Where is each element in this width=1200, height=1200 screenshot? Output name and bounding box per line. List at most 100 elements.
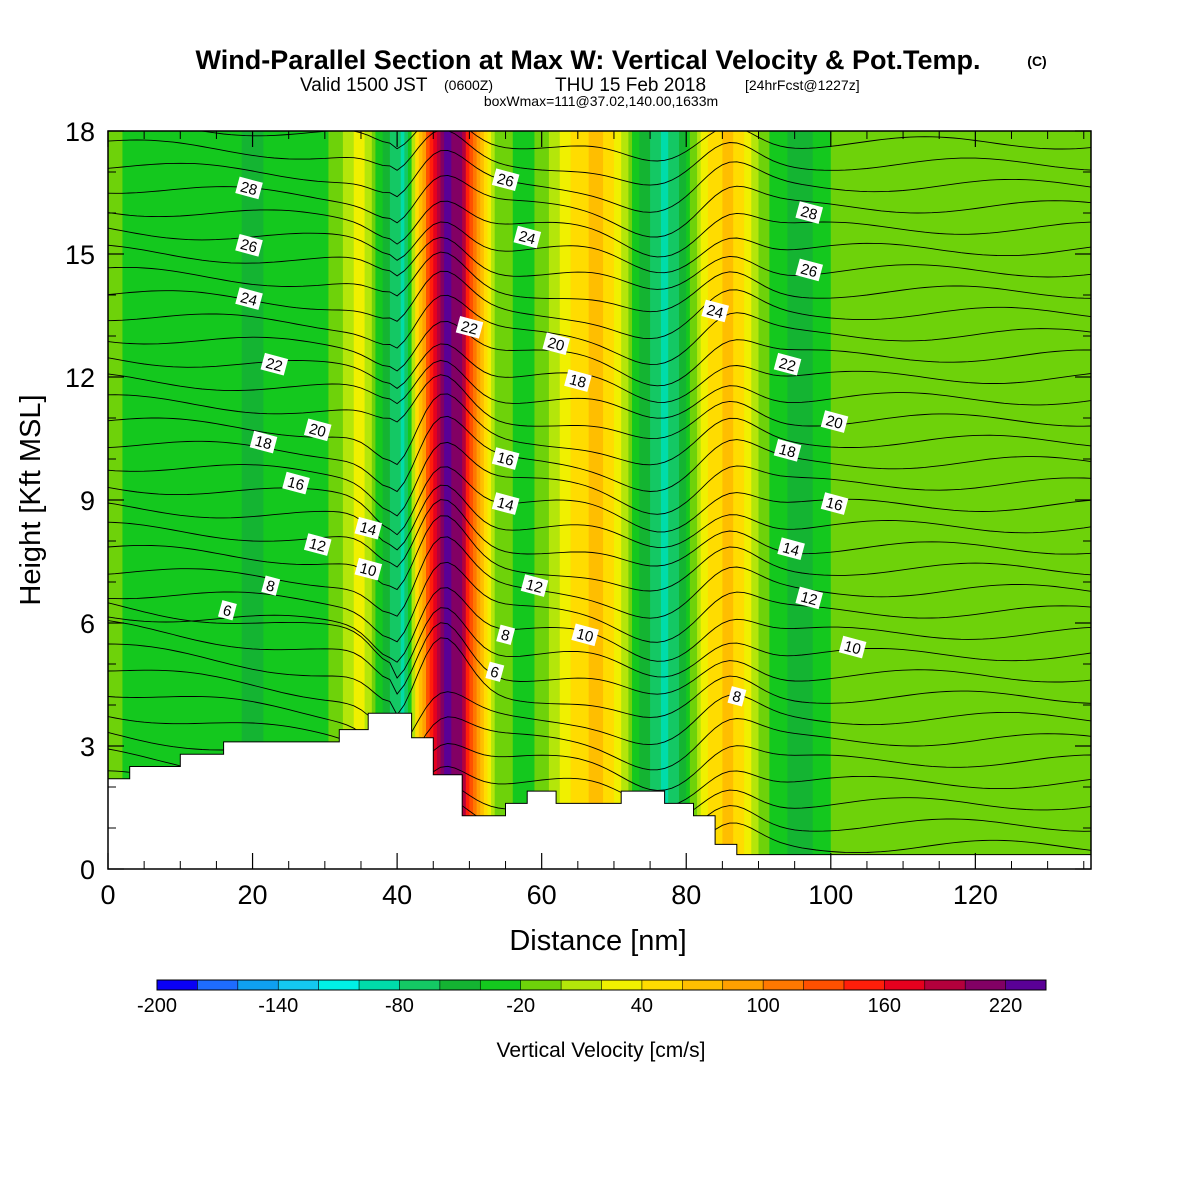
velocity-cell	[787, 131, 792, 869]
velocity-cell	[368, 131, 373, 869]
velocity-cell	[736, 131, 742, 869]
velocity-cell	[133, 131, 138, 869]
contour-label-bg	[217, 600, 237, 621]
colorbar-swatch	[197, 980, 239, 990]
velocity-cell	[335, 131, 340, 869]
x-tick-label: 120	[953, 880, 998, 910]
colorbar-tick-label: -80	[385, 995, 414, 1017]
velocity-cell	[274, 131, 279, 869]
velocity-cell	[657, 131, 662, 869]
velocity-cell	[339, 131, 344, 869]
y-tick-label: 12	[65, 363, 95, 393]
contour-label: 8	[496, 624, 516, 645]
isentrope-line	[108, 393, 1091, 466]
velocity-cell	[183, 131, 189, 869]
colorbar-tick-label: -200	[137, 995, 177, 1017]
valid-time-prefix: Valid 1500 JST	[300, 75, 428, 96]
y-tick-label: 9	[80, 486, 95, 516]
velocity-cell	[270, 131, 275, 869]
velocity-cell	[812, 131, 817, 869]
colorbar-swatch	[318, 980, 360, 990]
velocity-cell	[259, 131, 265, 869]
colorbar-tick-label: 100	[746, 995, 779, 1017]
velocity-cell	[679, 131, 684, 869]
isentrope-line	[108, 359, 1091, 419]
velocity-cell	[397, 131, 402, 869]
isentrope-line	[108, 236, 1091, 290]
contour-labels: 2826242220181614121086262422201816141210…	[217, 168, 867, 707]
velocity-cell	[1044, 131, 1049, 869]
velocity-cell	[801, 131, 807, 869]
contour-label-bg	[260, 352, 289, 376]
contour-label: 14	[491, 492, 520, 515]
velocity-cell	[263, 131, 268, 869]
velocity-cell	[762, 131, 767, 869]
velocity-cell	[989, 131, 995, 869]
contour-label-bg	[820, 410, 849, 433]
velocity-cell	[241, 131, 246, 869]
contour-label-bg	[773, 439, 802, 462]
contour-label-text: 16	[495, 449, 516, 470]
velocity-cell	[671, 131, 676, 869]
isentrope-line	[108, 270, 1091, 340]
velocity-cell	[433, 131, 438, 869]
velocity-cell	[953, 131, 958, 869]
velocity-cell	[693, 131, 698, 869]
colorbar-swatch	[924, 980, 966, 990]
velocity-cell	[1051, 131, 1056, 869]
contour-label-bg	[838, 635, 867, 659]
contour-label-bg	[235, 176, 263, 200]
isentrope-line	[108, 374, 1091, 440]
velocity-cell	[574, 131, 579, 869]
velocity-cell	[1062, 131, 1067, 869]
velocity-cell	[140, 131, 145, 869]
contour-label-bg	[235, 287, 263, 310]
velocity-cell	[422, 131, 427, 869]
velocity-cell	[321, 131, 326, 869]
velocity-cell	[277, 131, 283, 869]
velocity-cell	[234, 131, 239, 869]
velocity-cell	[895, 131, 901, 869]
contour-label-text: 20	[824, 412, 845, 433]
velocity-cell	[1069, 131, 1074, 869]
colorbar-swatch	[237, 980, 279, 990]
velocity-cell	[856, 131, 861, 869]
velocity-cell	[592, 131, 597, 869]
velocity-cell	[310, 131, 315, 869]
velocity-cell	[144, 131, 149, 869]
velocity-cell	[957, 131, 962, 869]
contour-label-bg	[282, 471, 310, 495]
velocity-cell	[357, 131, 362, 869]
velocity-cell	[682, 131, 687, 869]
velocity-cell	[295, 131, 301, 869]
box-wmax-info: boxWmax=111@37.02,140.00,1633m	[484, 93, 718, 109]
velocity-cell	[747, 131, 752, 869]
velocity-cell	[350, 131, 355, 869]
contour-label-text: 22	[459, 318, 480, 339]
contour-label-bg	[491, 168, 520, 192]
velocity-cell	[744, 131, 749, 869]
contour-label: 10	[838, 635, 867, 659]
contour-label: 12	[795, 586, 824, 609]
velocity-cell	[610, 131, 615, 869]
velocity-cell	[176, 131, 181, 869]
colorbar-swatch	[399, 980, 441, 990]
contour-label: 20	[542, 332, 571, 355]
contour-label-bg	[795, 201, 824, 224]
contour-label-text: 14	[495, 494, 516, 515]
velocity-cell	[624, 131, 630, 869]
copyright-mark: (C)	[1027, 53, 1046, 69]
colorbar-swatch	[520, 980, 562, 990]
velocity-cell	[201, 131, 207, 869]
contour-label-bg	[491, 492, 520, 515]
velocity-cell	[473, 131, 478, 869]
velocity-cell	[252, 131, 257, 869]
velocity-cell	[169, 131, 174, 869]
isentrope-line	[108, 561, 1091, 643]
velocity-cell	[650, 131, 655, 869]
velocity-cell	[646, 131, 651, 869]
chart-title: Wind-Parallel Section at Max W: Vertical…	[196, 45, 981, 75]
colorbar-tick-label: -20	[506, 995, 535, 1017]
velocity-cell	[848, 131, 854, 869]
velocity-cell	[950, 131, 955, 869]
